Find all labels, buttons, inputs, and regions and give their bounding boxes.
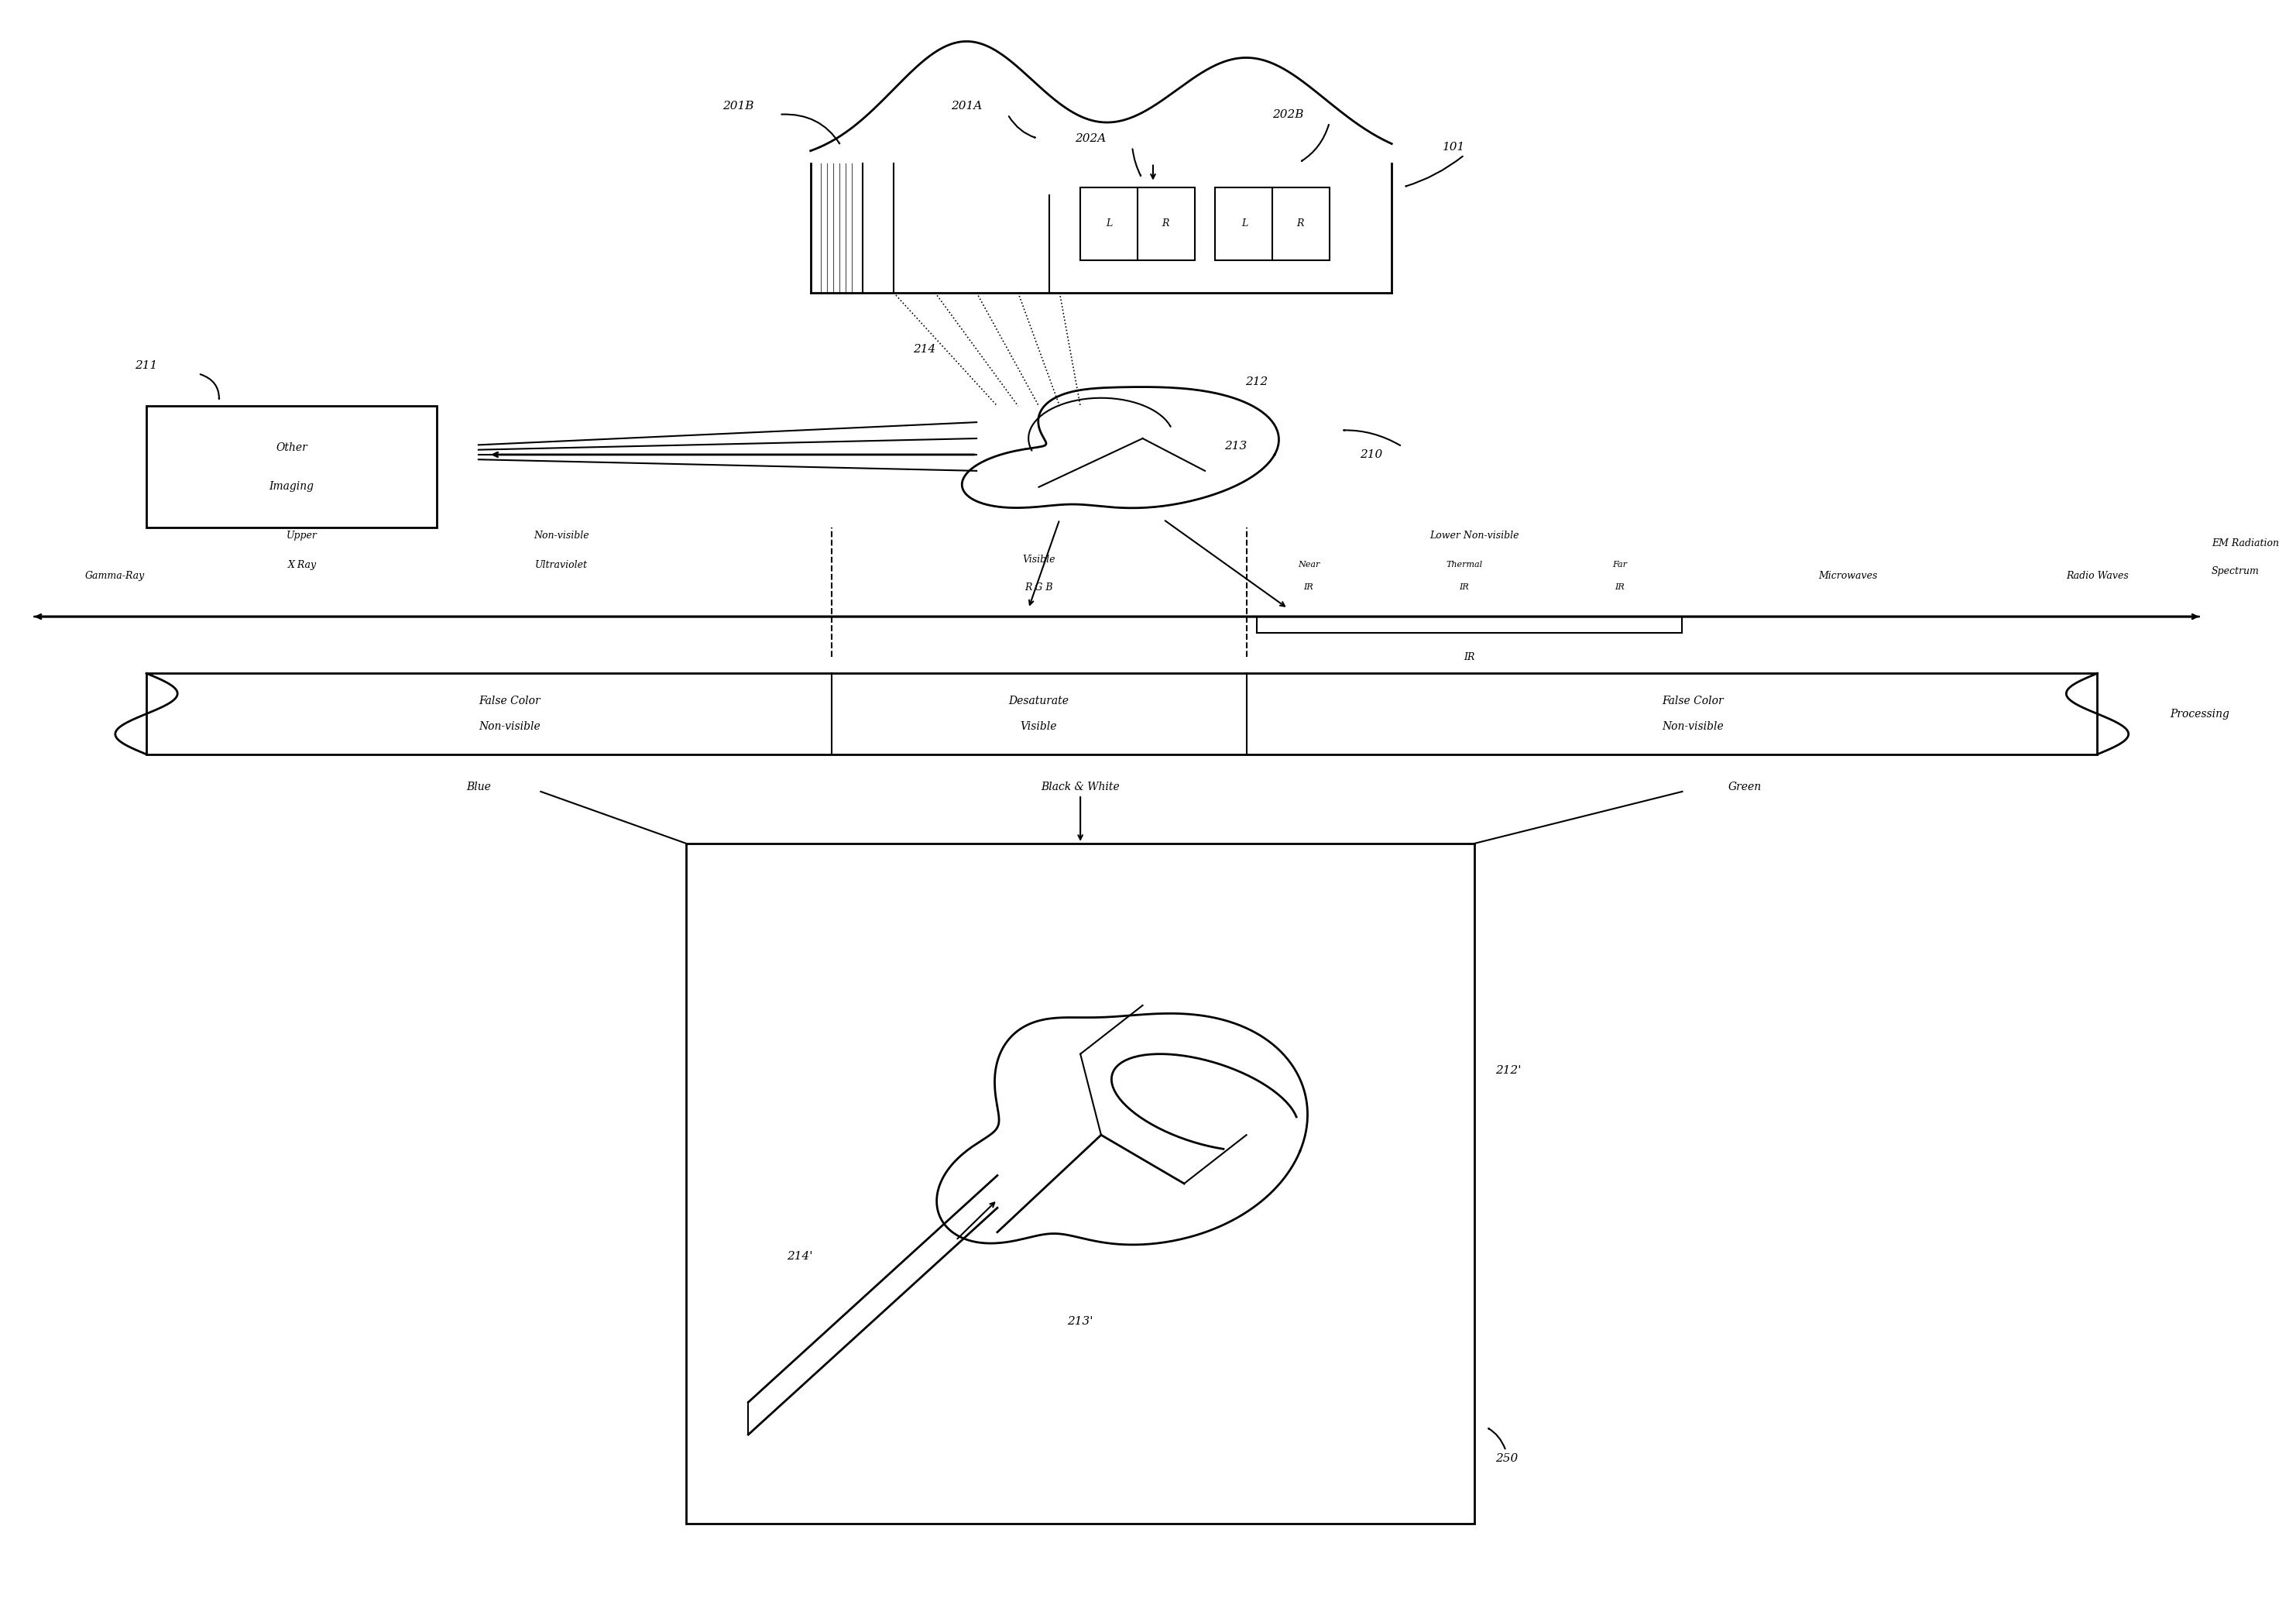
- FancyArrowPatch shape: [200, 375, 220, 399]
- Text: R G B: R G B: [1024, 582, 1054, 592]
- Text: Black & White: Black & White: [1040, 782, 1120, 792]
- Text: 213': 213': [1068, 1315, 1093, 1327]
- Text: 211: 211: [135, 360, 158, 371]
- Text: 201A: 201A: [951, 101, 983, 112]
- FancyArrowPatch shape: [781, 114, 840, 143]
- FancyArrowPatch shape: [1488, 1429, 1506, 1448]
- FancyArrowPatch shape: [1343, 430, 1401, 446]
- FancyArrowPatch shape: [1132, 149, 1141, 175]
- Text: Non-visible: Non-visible: [1662, 722, 1724, 732]
- Text: Thermal: Thermal: [1446, 561, 1483, 569]
- Text: 212': 212': [1495, 1064, 1522, 1075]
- Text: Processing: Processing: [2170, 709, 2229, 719]
- Bar: [687, 843, 1474, 1523]
- Text: Far: Far: [1612, 561, 1628, 569]
- Text: L: L: [1107, 219, 1114, 229]
- Text: Microwaves: Microwaves: [1818, 571, 1878, 581]
- Text: IR: IR: [1614, 584, 1626, 592]
- Text: 201B: 201B: [723, 101, 753, 112]
- Text: False Color: False Color: [1662, 696, 1724, 706]
- Text: 210: 210: [1359, 449, 1382, 461]
- Text: False Color: False Color: [480, 696, 540, 706]
- Text: Radio Waves: Radio Waves: [2066, 571, 2128, 581]
- FancyArrowPatch shape: [1405, 156, 1463, 187]
- Text: Desaturate: Desaturate: [1008, 696, 1070, 706]
- Text: Visible: Visible: [1022, 555, 1056, 564]
- Bar: [1215, 188, 1329, 260]
- Text: IR: IR: [1465, 652, 1474, 662]
- FancyArrowPatch shape: [1008, 117, 1035, 138]
- Text: 212: 212: [1244, 376, 1267, 388]
- Text: Spectrum: Spectrum: [2211, 566, 2259, 576]
- Bar: [1081, 188, 1194, 260]
- Text: Blue: Blue: [466, 782, 491, 792]
- Text: 101: 101: [1442, 141, 1465, 152]
- Text: 202A: 202A: [1075, 133, 1107, 144]
- Text: R: R: [1162, 219, 1169, 229]
- Text: 250: 250: [1495, 1453, 1518, 1465]
- FancyArrowPatch shape: [1302, 125, 1329, 161]
- Text: Visible: Visible: [1019, 722, 1056, 732]
- Text: Other: Other: [276, 441, 308, 453]
- Text: IR: IR: [1460, 584, 1469, 592]
- Text: 214: 214: [914, 344, 937, 355]
- Text: Upper: Upper: [287, 530, 317, 540]
- Text: Lower Non-visible: Lower Non-visible: [1430, 530, 1520, 540]
- Bar: [147, 673, 2096, 754]
- Text: Green: Green: [1729, 782, 1761, 792]
- Text: R: R: [1297, 219, 1304, 229]
- Text: Imaging: Imaging: [269, 480, 315, 491]
- Text: Non-visible: Non-visible: [478, 722, 540, 732]
- Text: 213: 213: [1224, 441, 1247, 453]
- Text: IR: IR: [1304, 584, 1313, 592]
- Text: L: L: [1242, 219, 1247, 229]
- Text: 202B: 202B: [1272, 109, 1304, 120]
- Bar: [147, 406, 436, 527]
- Text: Gamma-Ray: Gamma-Ray: [85, 571, 145, 581]
- Text: Ultraviolet: Ultraviolet: [535, 560, 588, 569]
- Text: Near: Near: [1297, 561, 1320, 569]
- Text: EM Radiation: EM Radiation: [2211, 539, 2280, 548]
- Text: 214': 214': [788, 1251, 813, 1262]
- Text: Non-visible: Non-visible: [533, 530, 590, 540]
- Text: X Ray: X Ray: [287, 560, 317, 569]
